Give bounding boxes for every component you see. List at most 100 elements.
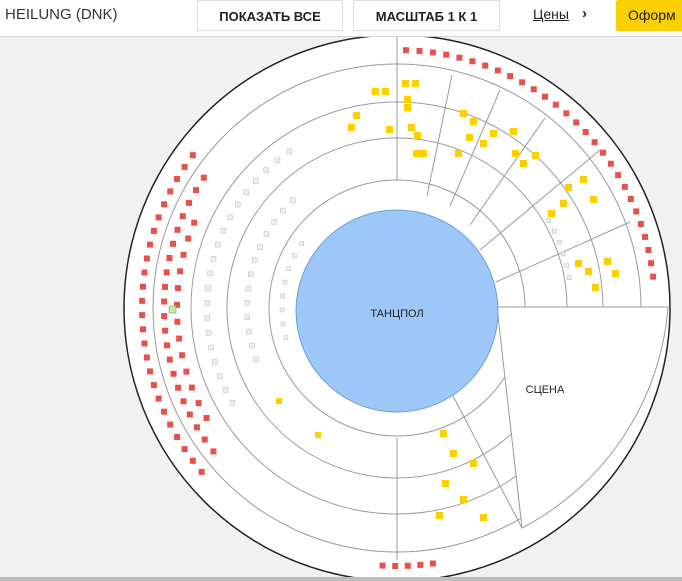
seat[interactable] [174,226,181,233]
seat[interactable] [519,79,526,86]
seat[interactable] [185,235,192,242]
seat[interactable] [139,312,146,319]
seat[interactable] [456,54,463,61]
seat[interactable] [179,213,186,220]
seat[interactable] [177,268,184,275]
seat[interactable] [490,130,497,137]
seat[interactable] [186,411,193,418]
seat[interactable] [648,260,655,267]
seat[interactable] [548,210,555,217]
seat[interactable] [205,285,211,291]
seat[interactable] [642,233,648,240]
seat[interactable] [292,253,297,259]
seat[interactable] [280,293,285,299]
seat[interactable] [552,101,559,108]
seat[interactable] [176,335,183,342]
seat[interactable] [392,563,399,569]
seat[interactable] [580,176,587,183]
seat[interactable] [567,275,572,280]
seat[interactable] [552,229,557,234]
seat[interactable] [403,47,409,54]
seat[interactable] [557,240,562,245]
seat[interactable] [429,560,436,567]
seat[interactable] [436,512,443,519]
seat[interactable] [530,86,537,93]
seat[interactable] [512,150,519,157]
seat[interactable] [420,150,427,157]
seat[interactable] [416,48,423,54]
seat[interactable] [179,352,186,359]
seat[interactable] [170,240,176,247]
seat[interactable] [520,160,527,167]
seat[interactable] [141,340,148,347]
seat[interactable] [195,400,202,407]
seat[interactable] [188,384,195,391]
seat[interactable] [283,335,289,341]
seat[interactable] [139,283,146,290]
seat[interactable] [216,373,223,379]
seat[interactable] [565,184,572,191]
seat[interactable] [161,408,167,415]
seat[interactable] [164,342,170,349]
seat[interactable] [604,258,611,265]
seat[interactable] [612,270,619,277]
seat[interactable] [155,214,162,221]
checkout-button[interactable]: Оформ [616,0,682,31]
seat[interactable] [166,356,173,363]
seat[interactable] [372,88,379,95]
seat[interactable] [207,270,213,277]
seat[interactable] [582,129,589,135]
seat[interactable] [532,152,539,159]
seat[interactable] [299,241,304,246]
seat[interactable] [212,359,218,365]
seat[interactable] [227,214,233,221]
seat[interactable] [249,342,255,349]
seat[interactable] [455,150,462,157]
seat[interactable] [257,244,263,250]
seat[interactable] [189,152,196,159]
seat[interactable] [440,430,447,437]
seat[interactable] [234,201,241,208]
seat[interactable] [198,468,205,475]
seat[interactable] [204,315,211,321]
seat[interactable] [286,148,293,155]
seat[interactable] [650,273,657,280]
seat[interactable] [494,67,501,74]
seat[interactable] [546,218,551,223]
seat[interactable] [560,200,567,207]
horizontal-scrollbar[interactable] [0,577,682,581]
seat[interactable] [181,163,188,170]
seat[interactable] [460,496,467,503]
seat[interactable] [600,149,606,156]
seat[interactable] [210,256,217,262]
seat[interactable] [150,227,157,234]
seat[interactable] [466,134,473,141]
seat[interactable] [174,285,181,292]
seat[interactable] [563,110,570,117]
seat[interactable] [404,104,411,111]
seat[interactable] [200,174,207,181]
dance-floor[interactable] [295,209,499,413]
seat[interactable] [460,110,467,117]
seat[interactable] [263,167,269,173]
seat[interactable] [280,207,286,214]
seat[interactable] [279,307,285,313]
seat[interactable] [147,241,153,248]
seat[interactable] [429,49,436,56]
seat[interactable] [150,382,157,389]
seat[interactable] [590,196,597,203]
seat[interactable] [162,327,169,334]
seat[interactable] [201,436,208,443]
seat[interactable] [193,187,199,194]
seat[interactable] [414,132,421,139]
seat[interactable] [413,150,420,157]
seat[interactable] [220,227,227,234]
seat[interactable] [191,219,198,226]
seat[interactable] [174,176,181,182]
seat[interactable] [607,160,614,167]
seat[interactable] [244,314,251,320]
seat[interactable] [161,201,167,208]
seat[interactable] [621,183,628,190]
seat[interactable] [210,448,217,455]
seat[interactable] [141,269,148,276]
